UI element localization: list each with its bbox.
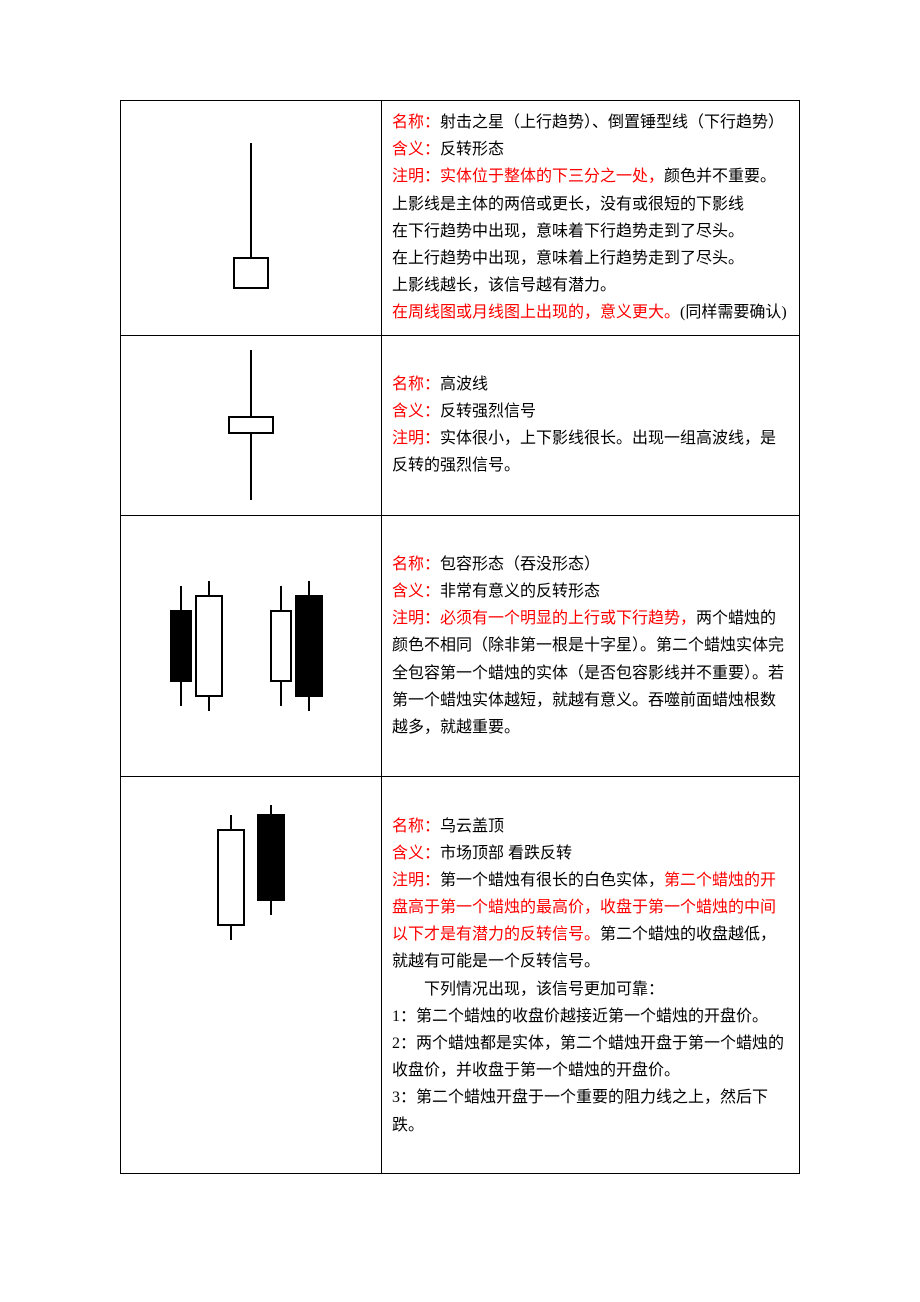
point: 1：第二个蜡烛的收盘价越接近第一个蜡烛的开盘价。 [392,1008,768,1025]
body-line: 在上行趋势中出现，意味着上行趋势走到了尽头。 [392,250,744,267]
name-label: 名称： [392,556,440,573]
note-tail: 实体很小，上下影线很长。出现一组高波线，是反转的强烈信号。 [392,430,776,474]
note-label: 注明： [392,430,440,447]
body-line: 上影线是主体的两倍或更长，没有或很短的下影线 [392,196,744,213]
meaning-label: 含义： [392,141,440,158]
point: 2：两个蜡烛都是实体，第二个蜡烛开盘于第一个蜡烛的收盘价，并收盘于第一个蜡烛的开… [392,1035,784,1079]
meaning-label: 含义： [392,583,440,600]
meaning-text: 市场顶部 看跌反转 [440,845,572,862]
meaning-text: 反转强烈信号 [440,403,536,420]
meaning-label: 含义： [392,403,440,420]
final-red: 在周线图或月线图上出现的，意义更大。 [392,304,680,321]
desc-cell-high-wave: 名称：高波线 含义：反转强烈信号 注明：实体很小，上下影线很长。出现一组高波线，… [382,335,800,515]
table-row: 名称：射击之星（上行趋势）、倒置锤型线（下行趋势） 含义：反转形态 注明：实体位… [121,101,800,336]
note-label: 注明： [392,168,440,185]
candlestick-high-wave [201,345,301,505]
note-tail: 颜色并不重要。 [664,168,776,185]
pattern-table: 名称：射击之星（上行趋势）、倒置锤型线（下行趋势） 含义：反转形态 注明：实体位… [120,100,800,1174]
note-red: 必须有一个明显的上行或下行趋势， [440,610,696,627]
note-tail: 两个蜡烛的颜色不相同（除非第一根是十字星）。第二个蜡烛实体完全包容第一个蜡烛的实… [392,610,784,736]
name-label: 名称： [392,376,440,393]
name-label: 名称： [392,114,440,131]
candlestick-engulfing [151,571,351,721]
name-text: 高波线 [440,376,488,393]
note-label: 注明： [392,872,440,889]
diagram-cell-engulfing [121,515,382,777]
candlestick-shooting-star [201,138,301,298]
desc-cell-engulfing: 名称：包容形态（吞没形态） 含义：非常有意义的反转形态 注明：必须有一个明显的上… [382,515,800,777]
body-line: 上影线越长，该信号越有潜力。 [392,277,616,294]
table-row: 名称：包容形态（吞没形态） 含义：非常有意义的反转形态 注明：必须有一个明显的上… [121,515,800,777]
point: 3：第二个蜡烛开盘于一个重要的阻力线之上，然后下跌。 [392,1089,768,1133]
diagram-cell-shooting-star [121,101,382,336]
final-tail: (同样需要确认) [680,304,787,321]
candlestick-dark-cloud [181,800,321,950]
name-text: 包容形态（吞没形态） [440,556,600,573]
note-label: 注明： [392,610,440,627]
table-row: 名称：乌云盖顶 含义：市场顶部 看跌反转 注明：第一个蜡烛有很长的白色实体，第二… [121,777,800,1174]
meaning-text: 非常有意义的反转形态 [440,583,600,600]
meaning-label: 含义： [392,845,440,862]
table-row: 名称：高波线 含义：反转强烈信号 注明：实体很小，上下影线很长。出现一组高波线，… [121,335,800,515]
diagram-cell-high-wave [121,335,382,515]
body-line: 在下行趋势中出现，意味着下行趋势走到了尽头。 [392,223,744,240]
note-pre: 第一个蜡烛有很长的白色实体， [440,872,664,889]
desc-cell-dark-cloud: 名称：乌云盖顶 含义：市场顶部 看跌反转 注明：第一个蜡烛有很长的白色实体，第二… [382,777,800,1174]
diagram-cell-dark-cloud [121,777,382,1174]
note-red: 实体位于整体的下三分之一处， [440,168,664,185]
document-page: 名称：射击之星（上行趋势）、倒置锤型线（下行趋势） 含义：反转形态 注明：实体位… [0,0,920,1302]
meaning-text: 反转形态 [440,141,504,158]
desc-cell-shooting-star: 名称：射击之星（上行趋势）、倒置锤型线（下行趋势） 含义：反转形态 注明：实体位… [382,101,800,336]
name-text: 射击之星（上行趋势）、倒置锤型线（下行趋势） [440,114,784,131]
name-text: 乌云盖顶 [440,818,504,835]
name-label: 名称： [392,818,440,835]
sub-heading: 下列情况出现，该信号更加可靠： [392,976,789,1003]
